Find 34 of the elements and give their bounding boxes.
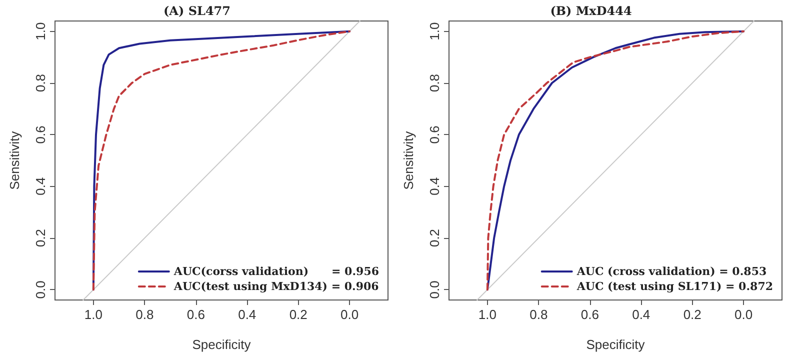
x-axis-title: Specificity	[586, 337, 646, 352]
y-tick-label: 0.2	[427, 228, 442, 248]
y-axis-title: Sensitivity	[7, 130, 22, 190]
chart-title: (B) MxD444	[550, 4, 632, 18]
x-tick-label: 0.2	[289, 307, 308, 322]
x-tick-label: 0.0	[734, 307, 753, 322]
x-axis-title: Specificity	[192, 337, 252, 352]
x-tick-label: 1.0	[478, 307, 496, 322]
y-tick-label: 1.0	[33, 22, 48, 40]
legend-label: AUC (test using SL171) = 0.872	[576, 280, 774, 293]
y-tick-label: 0.4	[33, 177, 48, 196]
x-tick-label: 0.6	[580, 307, 599, 322]
y-tick-label: 0.4	[427, 177, 442, 196]
x-tick-label: 1.0	[84, 307, 102, 322]
y-tick-label: 0.8	[33, 74, 48, 92]
y-tick-label: 0.0	[33, 280, 48, 299]
chart-title: (A) SL477	[164, 4, 230, 18]
y-tick-label: 0.6	[427, 126, 442, 144]
y-axis-title: Sensitivity	[401, 130, 416, 190]
legend-label: AUC(corss validation) = 0.956	[172, 265, 380, 278]
x-tick-label: 0.2	[683, 307, 702, 322]
y-tick-label: 0.2	[33, 228, 48, 248]
x-tick-label: 0.8	[136, 307, 154, 322]
x-tick-label: 0.4	[632, 307, 650, 322]
legend-label: AUC(test using MxD134) = 0.906	[172, 280, 380, 293]
y-tick-label: 0.6	[33, 126, 48, 144]
x-tick-label: 0.0	[340, 307, 359, 322]
y-tick-label: 1.0	[427, 22, 442, 40]
x-tick-label: 0.8	[530, 307, 548, 322]
y-tick-label: 0.8	[427, 74, 442, 92]
y-tick-label: 0.0	[427, 280, 442, 299]
x-tick-label: 0.4	[238, 307, 256, 322]
legend-label: AUC (cross validation) = 0.853	[576, 265, 767, 278]
x-tick-label: 0.6	[186, 307, 205, 322]
